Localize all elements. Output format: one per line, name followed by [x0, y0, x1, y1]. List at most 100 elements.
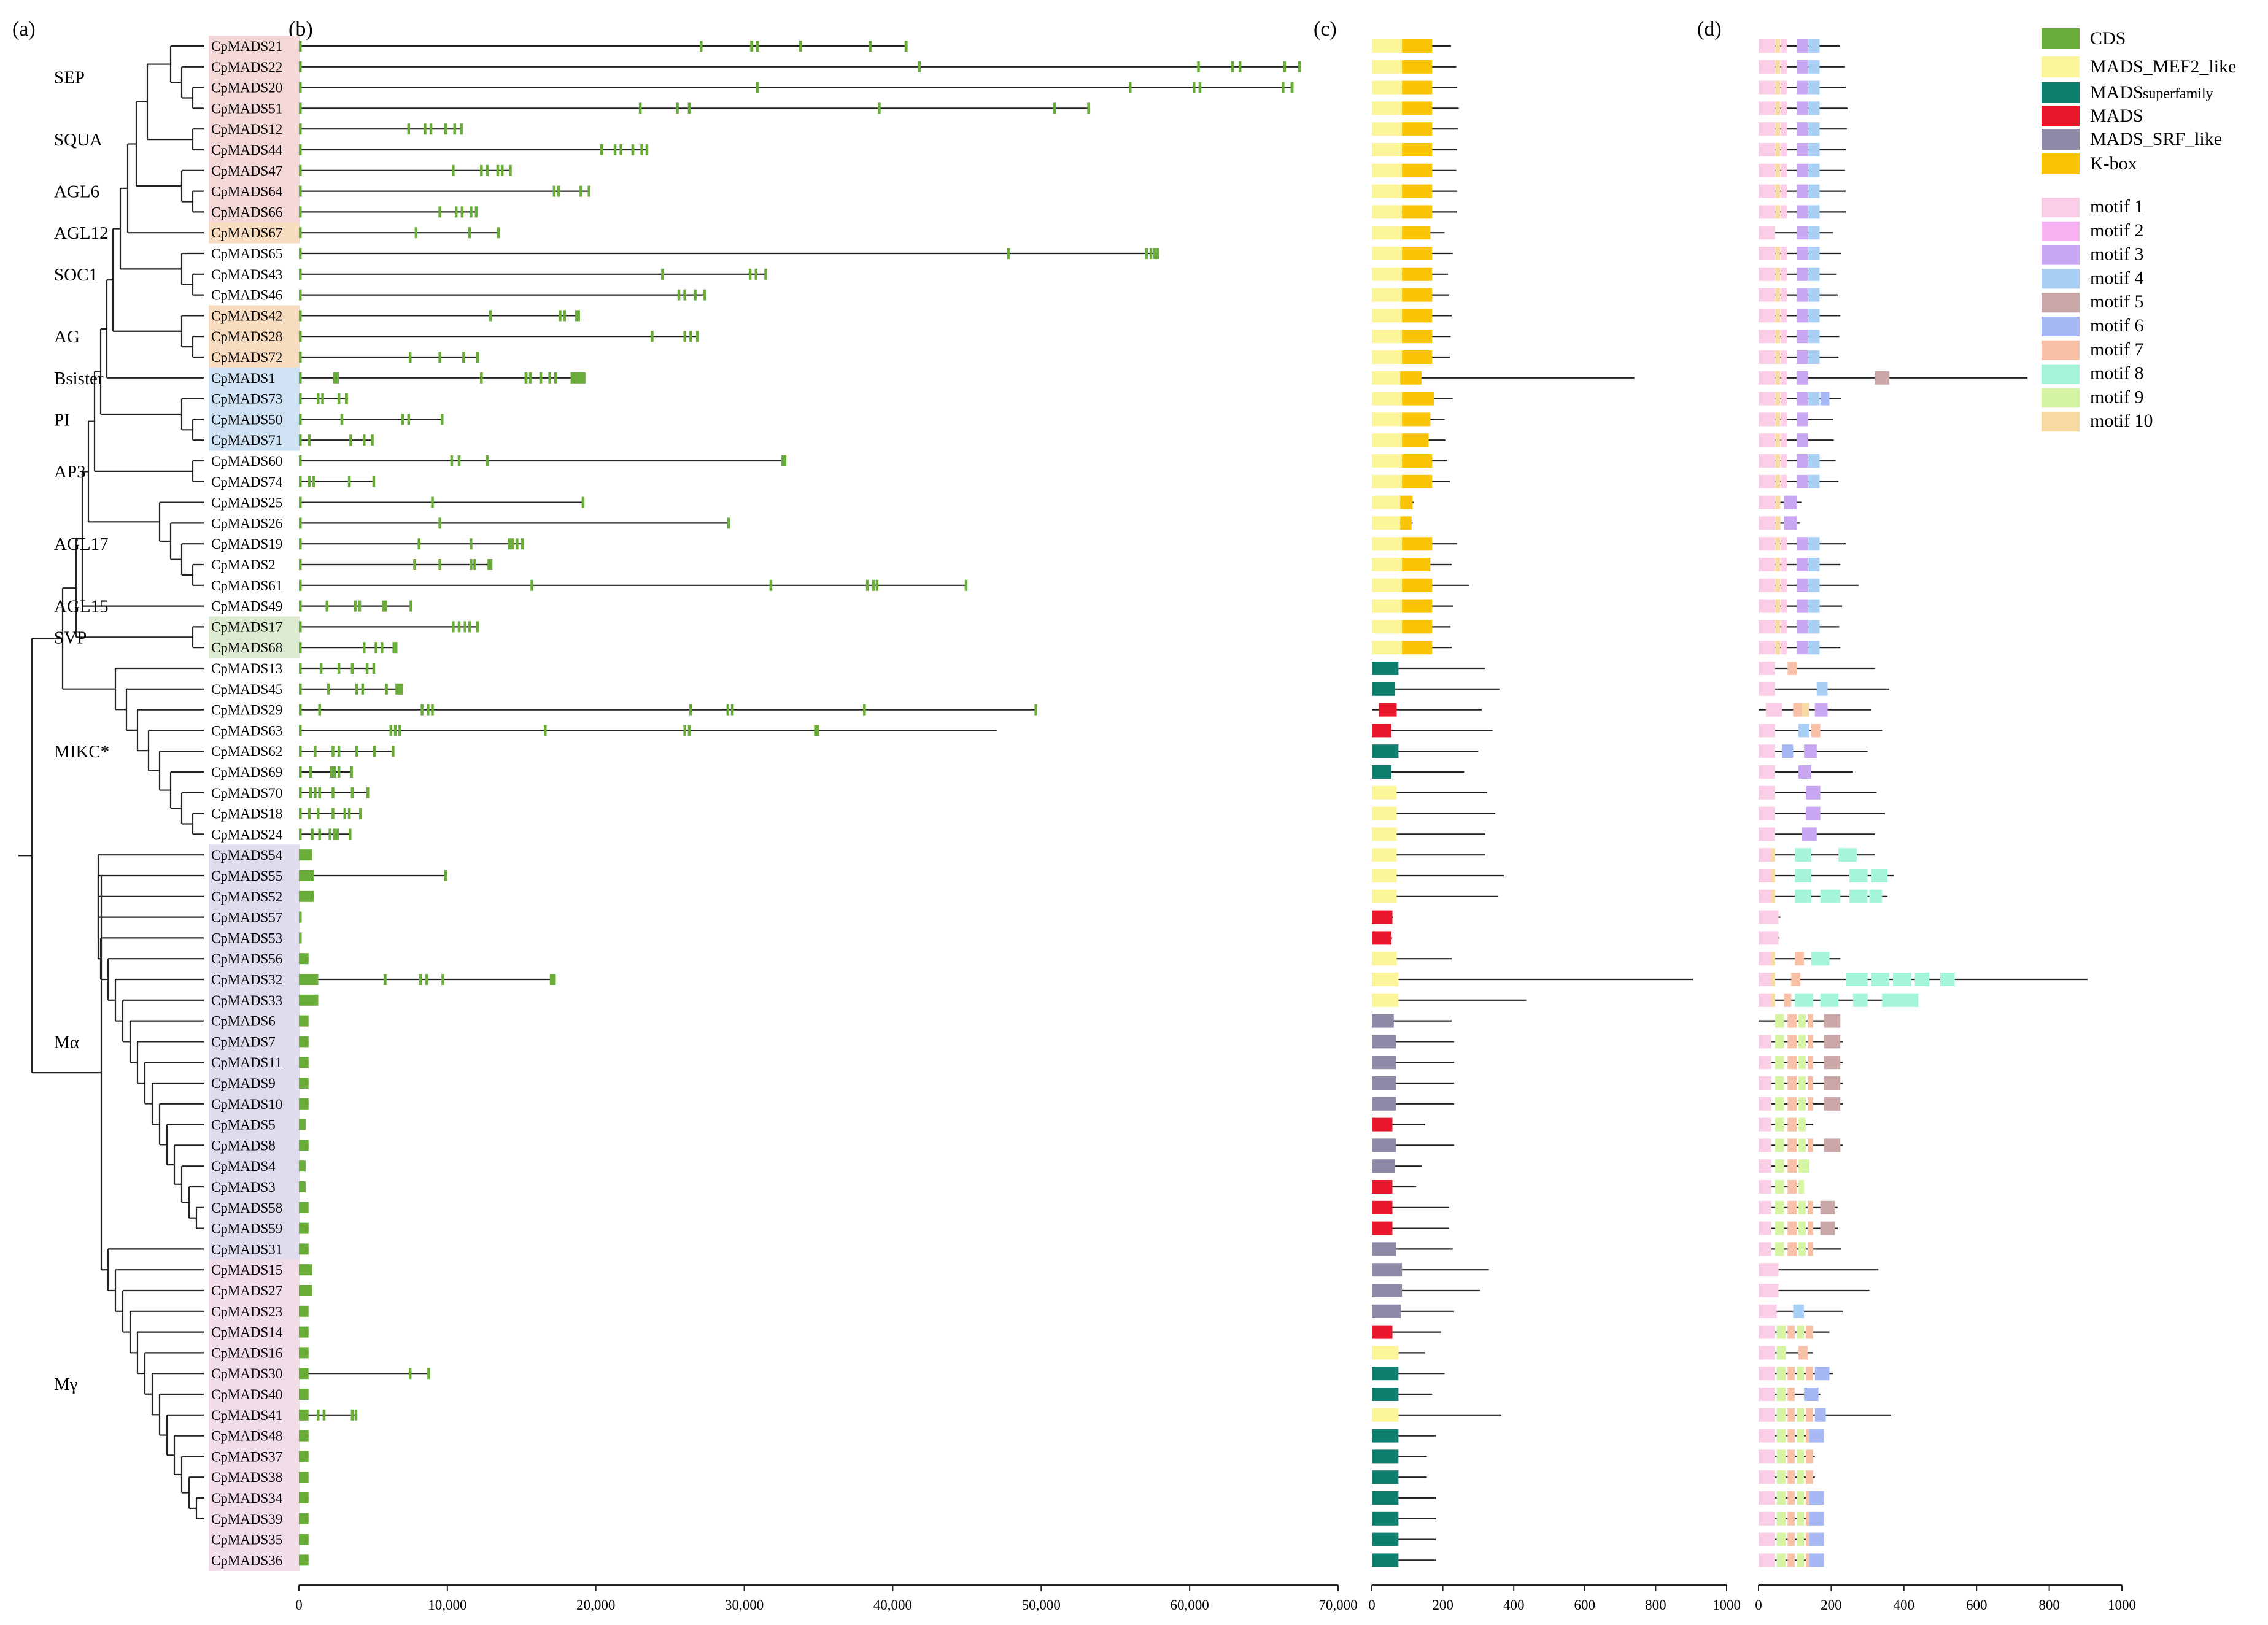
gene-name-label: CpMADS32: [211, 972, 282, 987]
motif-4: [1816, 682, 1828, 696]
cds-exon: [703, 289, 706, 301]
cds-exon: [318, 787, 321, 798]
cds-exon: [1283, 61, 1287, 72]
cds-exon: [299, 206, 302, 218]
motif-7: [1787, 1532, 1795, 1546]
gene-name-label: CpMADS40: [211, 1387, 282, 1402]
cds-exon: [299, 746, 302, 757]
motif-1: [1781, 392, 1787, 406]
axis-tick-label: 800: [1645, 1597, 1666, 1613]
domain-srf: [1372, 1076, 1396, 1090]
motif-3: [1797, 371, 1808, 385]
motif-8: [1811, 952, 1830, 966]
cds-exon: [299, 1409, 309, 1421]
cds-exon: [431, 496, 434, 508]
motif-7: [1811, 724, 1821, 738]
cds-exon: [318, 704, 321, 716]
name-highlight: [209, 1093, 300, 1115]
gene-name-label: CpMADS8: [211, 1138, 276, 1153]
domain-mef2: [1372, 163, 1403, 177]
motif-1: [1781, 143, 1787, 156]
cds-exon: [683, 725, 686, 736]
cds-exon: [575, 310, 578, 322]
gene-name-label: CpMADS29: [211, 703, 282, 718]
motif-9: [1775, 1138, 1784, 1152]
motif-4: [1808, 350, 1820, 364]
motif-1: [1759, 1511, 1775, 1526]
gene-name-label: CpMADS60: [211, 454, 282, 469]
domain-superfam: [1372, 765, 1391, 779]
cds-exon: [1238, 61, 1242, 72]
domain-mef2: [1372, 247, 1403, 260]
name-highlight: [209, 1384, 300, 1405]
motif-4: [1808, 143, 1820, 156]
domain-kbox: [1402, 80, 1433, 95]
name-highlight: [209, 989, 300, 1011]
cds-exon: [385, 683, 388, 695]
cds-exon: [299, 683, 302, 695]
cds-exon: [814, 725, 817, 736]
legend-swatch-kbox: [2042, 153, 2080, 174]
cds-exon: [331, 746, 335, 757]
motif-7: [1798, 1346, 1808, 1360]
motif-9: [1797, 1325, 1804, 1339]
motif-3: [1797, 184, 1808, 198]
domain-kbox: [1402, 620, 1433, 634]
panel-b-gene-structures: [299, 41, 1301, 1566]
motif-3: [1797, 205, 1808, 219]
motif-1: [1759, 1553, 1775, 1567]
motif-1: [1759, 474, 1775, 488]
cds-exon: [392, 746, 395, 757]
domain-kbox: [1402, 60, 1433, 74]
motif-9: [1798, 1200, 1806, 1214]
motif-7: [1787, 1470, 1795, 1484]
gene-name-label: CpMADS27: [211, 1283, 282, 1299]
axis-tick-label: 20,000: [576, 1597, 615, 1613]
cds-exon: [1156, 248, 1159, 259]
motif-9: [1775, 1035, 1784, 1049]
motif-8: [1795, 889, 1811, 903]
motif-8: [1849, 889, 1868, 903]
gene-name-label: CpMADS23: [211, 1304, 282, 1319]
cds-exon: [299, 1492, 309, 1503]
domain-mef2: [1372, 848, 1397, 862]
motif-10: [1775, 163, 1781, 177]
name-highlight: [209, 969, 300, 990]
name-highlight: [209, 1156, 300, 1177]
cds-exon: [462, 352, 465, 363]
axis-tick-label: 200: [1432, 1597, 1453, 1613]
motif-7: [1787, 1449, 1795, 1464]
name-highlight: [209, 844, 300, 866]
cds-exon: [480, 372, 483, 384]
motif-10: [1771, 973, 1775, 986]
domain-kbox: [1402, 247, 1433, 260]
legend-swatch-srf: [2042, 129, 2080, 150]
motif-1: [1781, 122, 1787, 136]
motif-9: [1775, 1056, 1784, 1070]
cds-exon: [317, 808, 320, 819]
motif-1: [1759, 993, 1771, 1007]
domain-kbox: [1402, 205, 1433, 219]
cds-exon: [570, 372, 586, 384]
cds-exon: [521, 538, 524, 550]
axis-tick-label: 10,000: [428, 1597, 466, 1613]
gene-name-label: CpMADS52: [211, 889, 282, 905]
gene-name-label: CpMADS70: [211, 785, 282, 801]
domain-mef2: [1372, 122, 1403, 136]
motif-9: [1798, 1242, 1806, 1256]
cds-exon: [299, 1368, 309, 1380]
cds-exon: [420, 704, 424, 716]
cds-exon: [299, 787, 302, 798]
gene-name-label: CpMADS45: [211, 682, 282, 697]
cds-exon: [362, 434, 366, 446]
gene-name-label: CpMADS18: [211, 806, 282, 822]
cds-exon: [366, 787, 370, 798]
cds-exon: [964, 579, 968, 591]
cds-exon: [394, 642, 398, 654]
panel-label-d: (d): [1697, 18, 1722, 41]
axis-tick-label: 60,000: [1171, 1597, 1209, 1613]
domain-kbox: [1402, 101, 1433, 115]
motif-3: [1797, 433, 1808, 447]
gene-name-label: CpMADS42: [211, 308, 282, 323]
gene-name-label: CpMADS73: [211, 392, 282, 407]
